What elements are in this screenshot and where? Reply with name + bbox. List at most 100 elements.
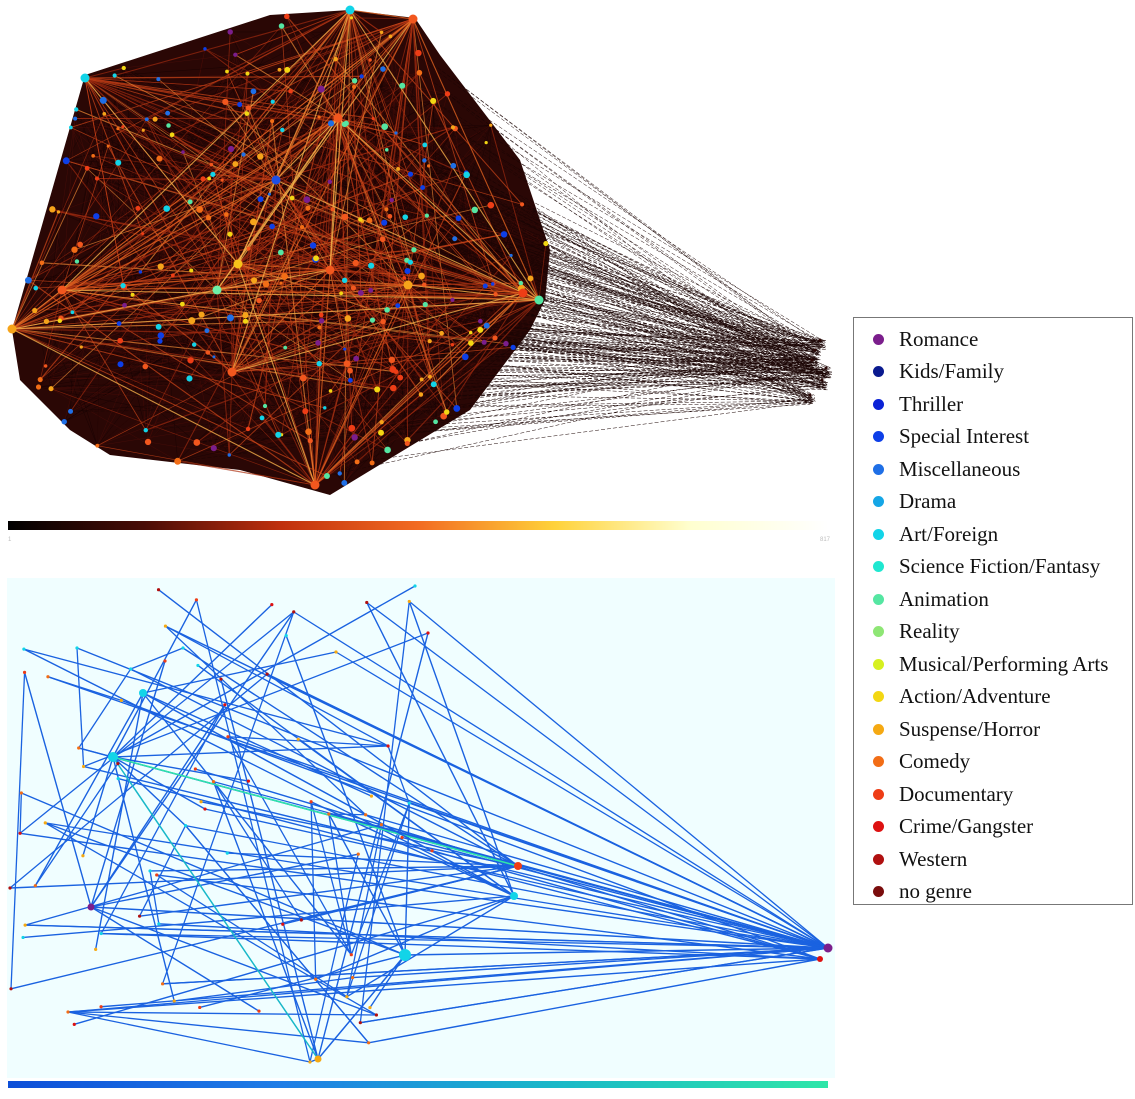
graph-edge xyxy=(182,647,519,867)
graph-edge xyxy=(354,401,812,438)
graph-node xyxy=(79,345,83,349)
graph-node xyxy=(430,381,437,388)
graph-edge xyxy=(269,193,512,256)
graph-edge xyxy=(177,18,414,462)
graph-hub-node xyxy=(399,949,411,961)
graph-edge xyxy=(72,9,351,313)
legend-swatch xyxy=(873,463,884,475)
graph-edge xyxy=(177,389,378,462)
graph-node xyxy=(226,314,234,322)
graph-edge xyxy=(231,277,405,373)
graph-edge xyxy=(231,9,351,373)
graph-node xyxy=(137,914,142,918)
graph-node xyxy=(357,289,364,296)
graph-node xyxy=(519,202,525,207)
graph-edge xyxy=(123,285,829,376)
graph-edge xyxy=(213,341,823,449)
graph-edge xyxy=(11,328,394,389)
graph-edge xyxy=(521,288,822,343)
legend-label: Suspense/Horror xyxy=(899,716,1041,741)
graph-hub-node xyxy=(271,175,281,185)
graph-node xyxy=(241,152,246,157)
graph-node xyxy=(351,434,358,441)
graph-edge xyxy=(404,277,524,294)
graph-node xyxy=(57,318,63,323)
graph-edge xyxy=(201,289,218,315)
graph-node xyxy=(379,420,384,425)
graph-edge xyxy=(409,802,829,949)
graph-edge xyxy=(83,632,429,768)
graph-node xyxy=(152,116,158,122)
graph-node xyxy=(99,931,103,936)
graph-edge xyxy=(395,132,823,391)
graph-edge xyxy=(58,211,524,294)
graph-edge xyxy=(82,756,114,856)
graph-edge xyxy=(392,284,409,370)
legend-item: Science Fiction/Fantasy xyxy=(854,552,1100,582)
graph-edge xyxy=(96,216,183,305)
legend-item: Documentary xyxy=(854,779,1013,809)
graph-edge xyxy=(400,369,828,378)
graph-edge xyxy=(84,67,124,79)
graph-node xyxy=(194,598,199,602)
graph-edge xyxy=(387,745,410,804)
graph-edge xyxy=(227,736,389,747)
graph-edge xyxy=(44,822,377,1016)
graph-node xyxy=(305,428,312,436)
graph-edge xyxy=(344,422,382,484)
graph-edge xyxy=(371,265,826,387)
graph-node xyxy=(427,339,432,344)
graph-node xyxy=(482,283,488,289)
graph-edge xyxy=(339,18,414,474)
graph-node xyxy=(477,326,484,333)
graph-node xyxy=(115,159,122,166)
graph-node xyxy=(198,311,205,318)
graph-edge xyxy=(81,346,331,392)
graph-node xyxy=(39,260,45,266)
graph-edge xyxy=(61,148,232,291)
graph-node xyxy=(352,84,357,89)
graph-node xyxy=(166,123,171,128)
graph-edge xyxy=(112,756,187,827)
graph-node xyxy=(237,102,243,108)
graph-edge xyxy=(237,126,454,265)
graph-node xyxy=(404,440,410,446)
graph-edge xyxy=(61,284,409,291)
graph-hub-node xyxy=(345,5,355,15)
graph-node xyxy=(48,386,54,392)
graph-edge xyxy=(287,69,429,167)
graph-edge xyxy=(112,756,206,810)
graph-node xyxy=(339,291,344,296)
graph-node xyxy=(95,443,100,448)
graph-edge xyxy=(231,292,524,373)
graph-edge xyxy=(231,320,481,373)
graph-edge xyxy=(329,117,339,271)
legend-label: Action/Adventure xyxy=(899,684,1051,708)
graph-edge xyxy=(177,384,824,462)
graph-node xyxy=(187,357,194,364)
graph-node xyxy=(323,406,327,410)
graph-edge xyxy=(359,601,410,1023)
graph-node xyxy=(411,247,417,253)
graph-node xyxy=(468,340,474,346)
graph-node xyxy=(387,213,393,219)
graph-edge xyxy=(212,781,302,921)
graph-edge xyxy=(160,263,239,336)
graph-edge xyxy=(90,906,829,949)
graph-edge xyxy=(329,233,505,271)
graph-edge xyxy=(372,118,540,301)
graph-node xyxy=(430,849,434,853)
graph-edge xyxy=(329,126,386,271)
graph-node xyxy=(381,123,389,130)
graph-node xyxy=(112,73,117,78)
graph-edge xyxy=(147,441,340,474)
graph-edge xyxy=(319,299,540,328)
graph-node xyxy=(379,822,383,827)
graph-node xyxy=(308,1060,312,1064)
graph-edge xyxy=(61,179,277,291)
graph-node xyxy=(350,285,357,291)
graph-edge xyxy=(19,832,829,949)
graph-node xyxy=(227,453,231,457)
graph-edge xyxy=(66,160,524,294)
graph-edge xyxy=(315,895,515,980)
